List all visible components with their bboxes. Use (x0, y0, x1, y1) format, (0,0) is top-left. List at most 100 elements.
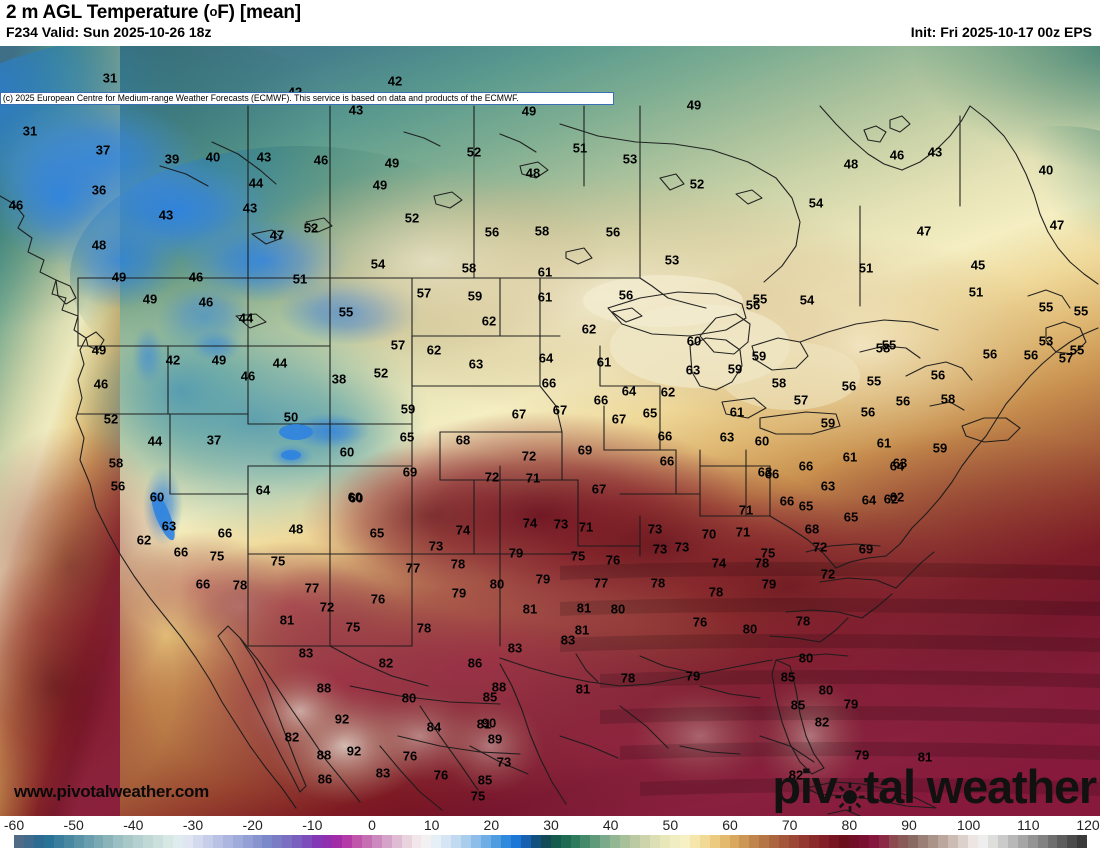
colorbar-segment (659, 835, 670, 848)
temperature-value-label: 43 (158, 207, 174, 223)
temperature-value-label: 57 (793, 392, 809, 408)
colorbar-segment (212, 835, 223, 848)
colorbar-segment (1027, 835, 1038, 848)
temperature-value-label: 43 (242, 200, 258, 216)
temperature-value-label: 56 (895, 393, 911, 409)
temperature-value-label: 82 (788, 767, 804, 783)
temperature-value-label: 46 (188, 269, 204, 285)
temperature-value-label: 58 (875, 340, 891, 356)
sun-gear-icon (835, 772, 865, 812)
colorbar-segment (481, 835, 491, 848)
colorbar-segment (799, 835, 809, 848)
temperature-value-label: 69 (577, 442, 593, 458)
temperature-value-label: 43 (256, 149, 272, 165)
colorbar-segment (997, 835, 1008, 848)
weather-map[interactable]: (c) 2025 European Centre for Medium-rang… (0, 46, 1100, 816)
temperature-value-label: 67 (511, 406, 527, 422)
temperature-value-label: 80 (610, 601, 626, 617)
temperature-value-label: 49 (91, 342, 107, 358)
temperature-value-label: 37 (95, 142, 111, 158)
colorbar-segment (878, 835, 889, 848)
colorbar-segment (779, 835, 790, 848)
temperature-value-label: 56 (982, 346, 998, 362)
colorbar-segment (769, 835, 780, 848)
temperature-value-label: 64 (621, 383, 637, 399)
colorbar[interactable]: -60 -50 -40 -30 -20 -10 0 10 20 30 40 50 60 70 80 90 100… (0, 816, 1100, 850)
colorbar-segment (858, 835, 869, 848)
temperature-value-label: 85 (780, 669, 796, 685)
colorbar-segment (461, 835, 472, 848)
colorbar-segment (391, 835, 402, 848)
temperature-value-label: 62 (660, 384, 676, 400)
temperature-value-label: 61 (842, 449, 858, 465)
temperature-value-label: 77 (405, 560, 421, 576)
temperature-value-label: 57 (390, 337, 406, 353)
temperature-value-label: 46 (889, 147, 905, 163)
temperature-value-label: 66 (195, 576, 211, 592)
temperature-value-label: 59 (751, 348, 767, 364)
temperature-value-label: 76 (402, 748, 418, 764)
colorbar-segment (818, 835, 829, 848)
temperature-value-label: 68 (804, 521, 820, 537)
temperature-value-label: 43 (927, 144, 943, 160)
colorbar-segment (729, 835, 740, 848)
temperature-value-label: 58 (534, 223, 550, 239)
colorbar-segment (163, 835, 173, 848)
colorbar-segment (202, 835, 213, 848)
temperature-value-label: 42 (387, 73, 403, 89)
temperature-value-label: 72 (484, 469, 500, 485)
temperature-value-label: 43 (348, 102, 364, 118)
temperature-value-label: 83 (560, 632, 576, 648)
temperature-value-label: 58 (940, 391, 956, 407)
temperature-value-label: 40 (1038, 162, 1054, 178)
colorbar-segment (540, 835, 551, 848)
colorbar-segment (322, 835, 332, 848)
colorbar-segment (640, 835, 650, 848)
colorbar-segment (689, 835, 700, 848)
temperature-value-label: 52 (466, 144, 482, 160)
colorbar-segment (570, 835, 581, 848)
colorbar-segment (73, 835, 84, 848)
temperature-value-label: 54 (799, 292, 815, 308)
temperature-value-label: 80 (798, 650, 814, 666)
temperature-value-label: 56 (110, 478, 126, 494)
colorbar-segment (848, 835, 859, 848)
temperature-value-label: 85 (790, 697, 806, 713)
temperature-value-label: 78 (650, 575, 666, 591)
colorbar-segment (520, 835, 531, 848)
temperature-value-label: 74 (455, 522, 471, 538)
temperature-value-label: 62 (581, 321, 597, 337)
temperature-value-label: 84 (426, 719, 442, 735)
temperature-value-label: 49 (686, 97, 702, 113)
temperature-value-label: 81 (522, 601, 538, 617)
colorbar-segment (441, 835, 452, 848)
colorbar-gradient[interactable] (14, 835, 1088, 848)
colorbar-segment (709, 835, 720, 848)
temperature-value-label: 40 (205, 149, 221, 165)
temperature-value-label: 92 (334, 711, 350, 727)
temperature-value-label: 62 (889, 489, 905, 505)
temperature-contour-field (0, 46, 1100, 816)
colorbar-segment (113, 835, 124, 848)
temperature-value-label: 55 (338, 304, 354, 320)
colorbar-segment (53, 835, 64, 848)
temperature-value-label: 60 (754, 433, 770, 449)
colorbar-segment (431, 835, 442, 848)
temperature-value-label: 67 (552, 402, 568, 418)
colorbar-segment (123, 835, 134, 848)
temperature-value-label: 86 (467, 655, 483, 671)
temperature-value-label: 63 (161, 518, 177, 534)
temperature-value-label: 60 (339, 444, 355, 460)
colorbar-segment (361, 835, 372, 848)
temperature-value-label: 73 (428, 538, 444, 554)
temperature-value-label: 76 (605, 552, 621, 568)
temperature-value-label: 82 (378, 655, 394, 671)
temperature-value-label: 66 (593, 392, 609, 408)
colorbar-segment (411, 835, 422, 848)
colorbar-segment (1007, 835, 1018, 848)
temperature-value-label: 48 (843, 156, 859, 172)
temperature-value-label: 44 (238, 310, 254, 326)
colorbar-segment (888, 835, 899, 848)
colorbar-segment (759, 835, 770, 848)
temperature-value-label: 75 (345, 619, 361, 635)
